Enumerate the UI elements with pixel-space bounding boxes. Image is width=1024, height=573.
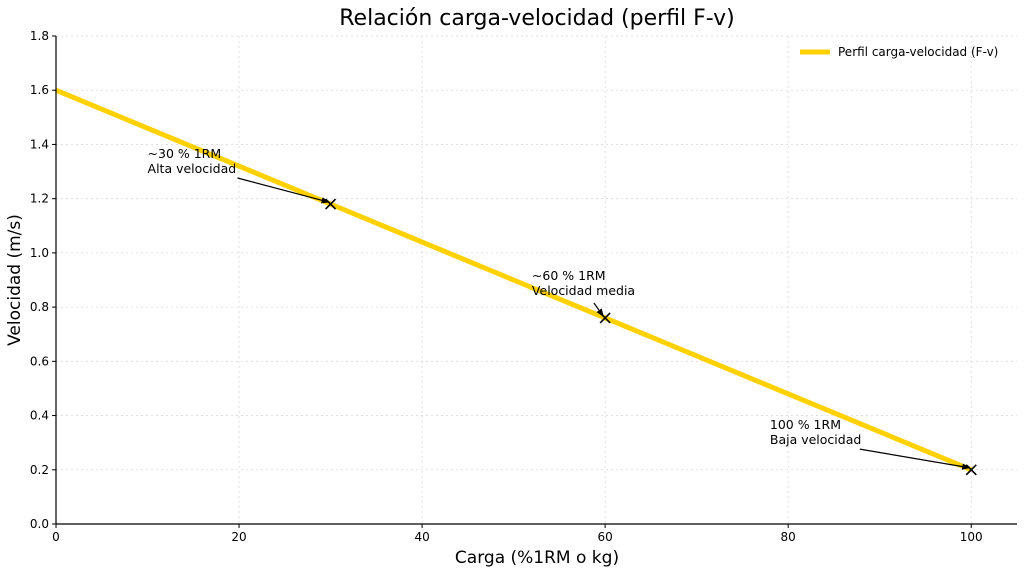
y-tick-label: 1.0 xyxy=(30,246,49,260)
y-tick-label: 1.6 xyxy=(30,83,49,97)
x-tick-label: 20 xyxy=(231,530,246,544)
y-tick-label: 0.4 xyxy=(30,409,49,423)
y-tick-label: 0.6 xyxy=(30,354,49,368)
annotation-arrow xyxy=(593,302,604,317)
legend-entry: Perfil carga-velocidad (F-v) xyxy=(838,45,998,59)
annotation-text: ~30 % 1RM Alta velocidad xyxy=(148,146,237,176)
annotation-arrow xyxy=(237,177,330,204)
x-tick-label: 0 xyxy=(52,530,60,544)
marker-layer xyxy=(325,198,977,476)
legend: Perfil carga-velocidad (F-v) xyxy=(800,45,998,59)
annotation-line: Alta velocidad xyxy=(148,161,237,176)
y-tick-label: 0.8 xyxy=(30,300,49,314)
x-tick-label: 40 xyxy=(414,530,429,544)
annotation-text: 100 % 1RM Baja velocidad xyxy=(770,417,861,447)
x-tick-label: 80 xyxy=(781,530,796,544)
marker-stroke xyxy=(599,312,611,324)
marker-stroke xyxy=(965,464,977,476)
annotation-line: ~30 % 1RM xyxy=(148,146,222,161)
marker-stroke xyxy=(325,198,337,210)
x-axis-label: Carga (%1RM o kg) xyxy=(455,548,619,568)
series-line xyxy=(55,87,973,473)
annotation-arrow xyxy=(859,448,971,470)
y-tick-label: 1.2 xyxy=(30,192,49,206)
annotation-line: Baja velocidad xyxy=(770,432,861,447)
series-layer xyxy=(55,87,973,473)
annotation-layer: ~30 % 1RM Alta velocidad ~60 % 1RM Velocida… xyxy=(148,146,971,470)
y-tick-label: 1.4 xyxy=(30,137,49,151)
y-tick-label: 0.2 xyxy=(30,463,49,477)
annotation-text: ~60 % 1RM Velocidad media xyxy=(532,268,635,298)
y-tick-label: 0.0 xyxy=(30,517,49,531)
y-axis-label: Velocidad (m/s) xyxy=(5,214,25,346)
axes: 0 20 40 60 80 100 0.0 0.2 0.4 0.6 0.8 1.0 1.2 1.4 1.6 1… xyxy=(30,29,1017,544)
chart-title: Relación carga-velocidad (perfil F-v) xyxy=(339,6,735,31)
annotation-line: Velocidad media xyxy=(532,283,635,298)
annotation-line: ~60 % 1RM xyxy=(532,268,606,283)
y-tick-label: 1.8 xyxy=(30,29,49,43)
annotation-line: 100 % 1RM xyxy=(770,417,841,432)
x-tick-label: 60 xyxy=(598,530,613,544)
x-tick-label: 100 xyxy=(960,530,983,544)
